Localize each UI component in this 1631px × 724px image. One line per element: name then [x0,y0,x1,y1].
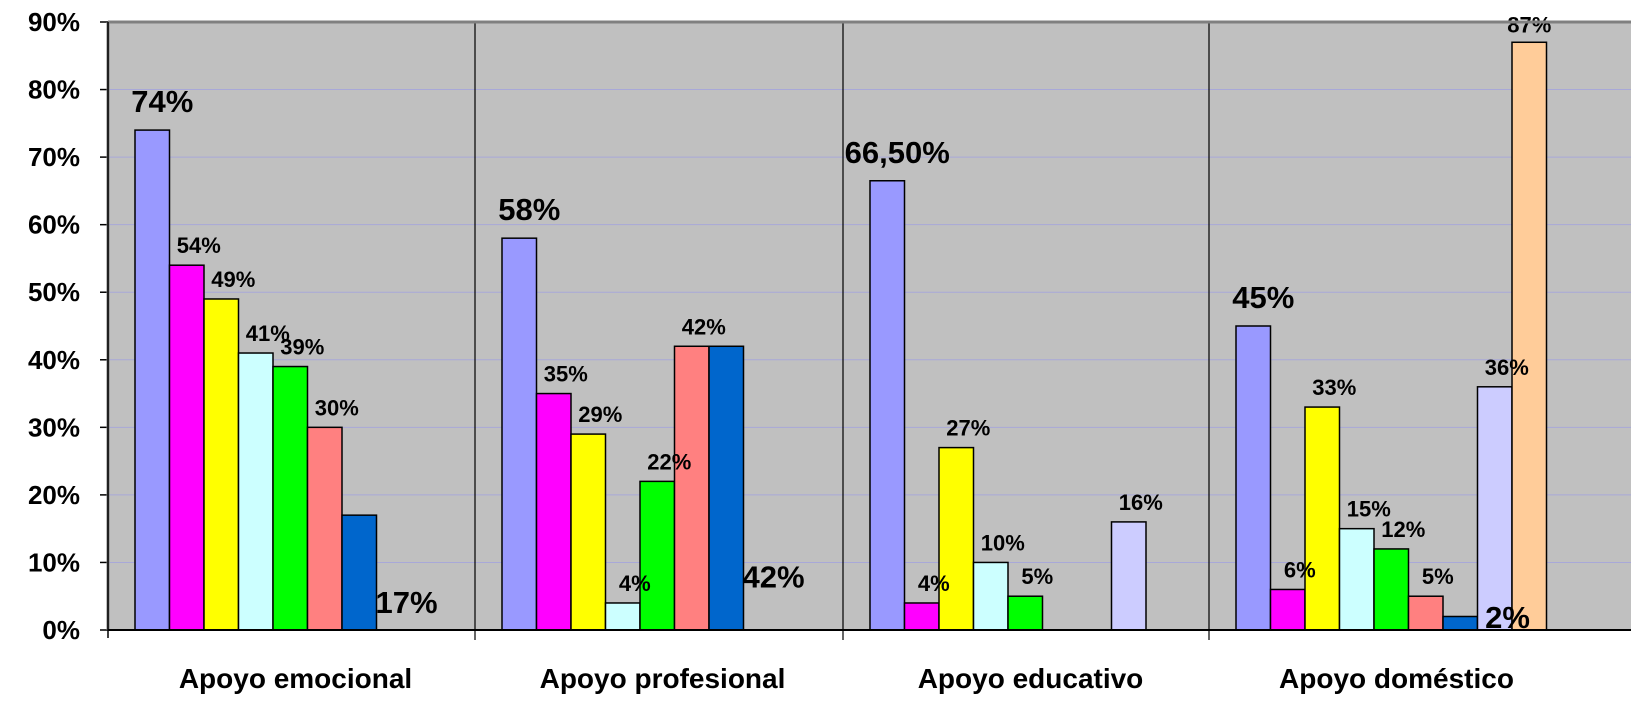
data-label: 16% [1119,490,1163,515]
data-label: 54% [177,233,221,258]
y-tick-label: 60% [28,210,80,240]
data-label: 17% [375,585,437,620]
data-label: 42% [682,314,726,339]
bar [1235,325,1272,631]
data-label: 27% [946,416,990,441]
bar [673,345,710,631]
data-label: 87% [1507,12,1551,37]
bar [341,514,378,631]
bar [1304,406,1341,631]
y-tick-label: 30% [28,412,80,442]
bar [1442,615,1479,631]
y-tick-label: 10% [28,547,80,577]
y-tick-label: 0% [42,615,80,645]
bar [972,561,1009,631]
data-label: 15% [1347,497,1391,522]
data-label: 35% [544,362,588,387]
y-tick-label: 40% [28,345,80,375]
data-label: 30% [315,395,359,420]
data-label: 4% [619,571,651,596]
bar [501,237,538,631]
bar [306,426,343,631]
data-label: 41% [246,321,290,346]
bar [903,602,940,631]
bar [938,446,975,631]
category-label: Apoyo doméstico [1279,663,1514,694]
data-label: 5% [1422,564,1454,589]
bar [1407,595,1444,631]
y-tick-label: 20% [28,480,80,510]
bar [168,264,205,631]
data-label: 66,50% [845,135,950,170]
data-label: 12% [1381,517,1425,542]
data-label: 36% [1485,355,1529,380]
bar [1476,386,1513,631]
category-label: Apoyo educativo [918,663,1144,694]
bar [237,352,274,631]
data-label: 45% [1232,280,1294,315]
bar [708,345,745,631]
data-label: 49% [211,267,255,292]
bar [203,298,240,631]
data-label: 74% [131,84,193,119]
group-separators [474,22,1210,640]
y-tick-label: 70% [28,142,80,172]
data-labels: 74% 54% 49% 41%39% 30% 17% 58% 35% 29% 4% 22% 42% 42… [131,12,1551,635]
bars [134,41,1548,631]
y-tick-label: 80% [28,75,80,105]
y-tick-labels: 0% 10% 20% 30% 40% 50% 60% 70% 80% 90% [28,7,80,645]
category-label: Apoyo profesional [540,663,786,694]
bar [272,365,309,631]
data-label: 58% [498,192,560,227]
bar [1269,588,1306,631]
data-label: 29% [578,402,622,427]
bar [570,433,607,631]
data-label: 33% [1312,375,1356,400]
axes [106,20,1631,638]
bar [134,129,171,631]
data-label: 10% [981,530,1025,555]
y-tick-label: 50% [28,277,80,307]
data-label: 39% [280,335,324,360]
data-label: 6% [1284,557,1316,582]
bar [1373,548,1410,631]
data-label: 4% [918,571,950,596]
category-labels: Apoyo emocional Apoyo profesional Apoyo ed… [179,663,1514,694]
bar [1511,41,1548,631]
data-label: 22% [647,449,691,474]
category-label: Apoyo emocional [179,663,412,694]
bar [604,602,641,631]
bar [1338,527,1375,631]
bar [1007,595,1044,631]
bar [1110,521,1147,631]
bar [535,392,572,631]
bar [869,180,906,631]
data-label: 42% [742,559,804,594]
y-tick-label: 90% [28,7,80,37]
data-label: 5% [1021,564,1053,589]
bar [639,480,676,631]
